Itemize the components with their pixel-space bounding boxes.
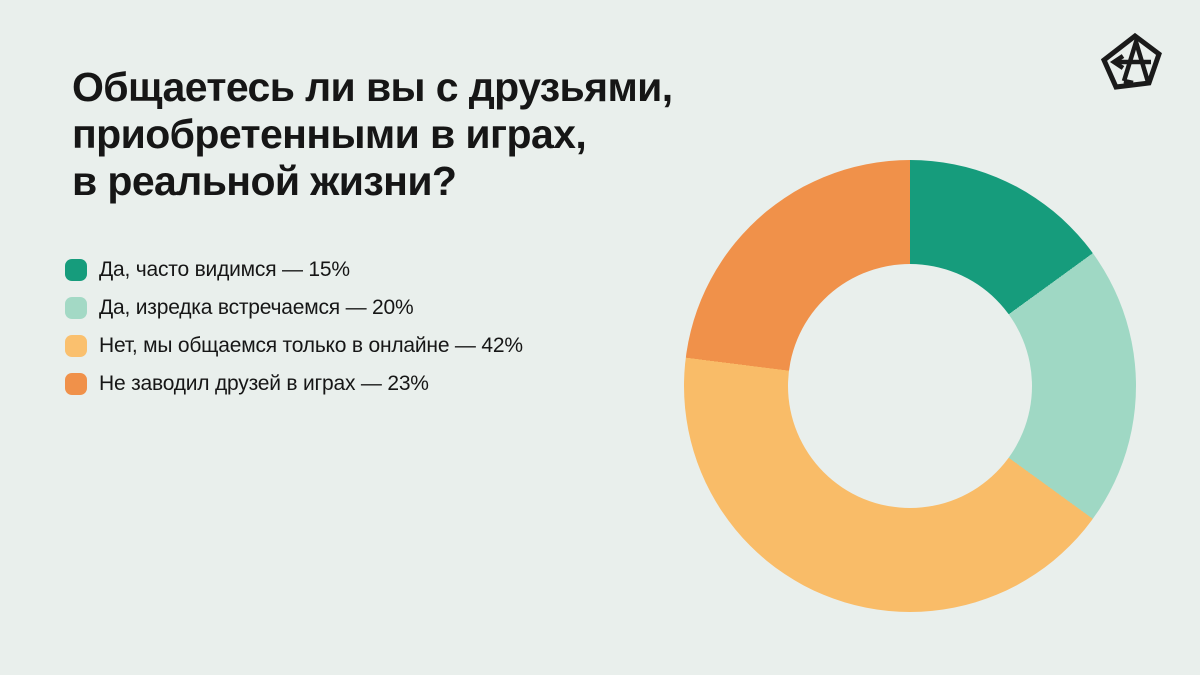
- legend-label: Да, часто видимся — 15%: [99, 258, 350, 281]
- donut-chart: [684, 160, 1136, 612]
- legend-label: Не заводил друзей в играх — 23%: [99, 372, 429, 395]
- legend-item: Нет, мы общаемся только в онлайне — 42%: [65, 335, 523, 357]
- legend-swatch-mint: [65, 297, 87, 319]
- legend-item: Не заводил друзей в играх — 23%: [65, 373, 523, 395]
- title-line-3: в реальной жизни?: [72, 158, 457, 204]
- pentagon-star-logo-icon: [1096, 25, 1168, 95]
- page-title: Общаетесь ли вы с друзьями, приобретенны…: [72, 64, 673, 205]
- legend-swatch-orange: [65, 373, 87, 395]
- legend-swatch-green: [65, 259, 87, 281]
- legend-label: Да, изредка встречаемся — 20%: [99, 296, 414, 319]
- title-line-2: приобретенными в играх,: [72, 111, 587, 157]
- chart-legend: Да, часто видимся — 15% Да, изредка встр…: [65, 259, 523, 411]
- legend-item: Да, изредка встречаемся — 20%: [65, 297, 523, 319]
- legend-item: Да, часто видимся — 15%: [65, 259, 523, 281]
- donut-hole: [788, 264, 1032, 508]
- legend-label: Нет, мы общаемся только в онлайне — 42%: [99, 334, 523, 357]
- legend-swatch-yellow: [65, 335, 87, 357]
- title-line-1: Общаетесь ли вы с друзьями,: [72, 64, 673, 110]
